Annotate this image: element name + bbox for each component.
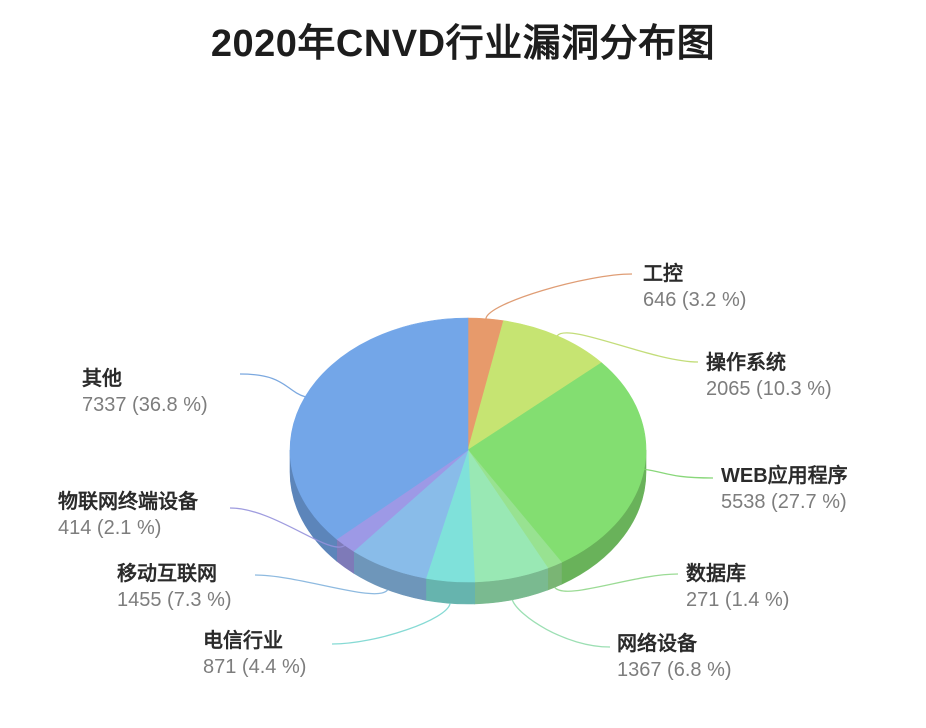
slice-label-1: 操作系统 2065 (10.3 %) <box>706 349 832 401</box>
chart-title: 2020年CNVD行业漏洞分布图 <box>210 23 716 65</box>
pie-slice-1[interactable] <box>467 320 603 451</box>
slice-label-value: 1367 (6.8 %) <box>617 659 732 681</box>
slice-label-2: WEB应用程序 5538 (27.7 %) <box>721 462 848 514</box>
slice-label-0: 工控 646 (3.2 %) <box>643 260 746 312</box>
slice-label-value: 2065 (10.3 %) <box>706 378 832 400</box>
slice-label-name: 工控 <box>643 263 683 285</box>
leader-line-1 <box>556 332 699 363</box>
slice-label-6: 移动互联网 1455 (7.3 %) <box>117 560 232 612</box>
slice-label-value: 871 (4.4 %) <box>203 656 307 678</box>
slice-label-value: 7337 (36.8 %) <box>82 394 208 416</box>
leader-line-6 <box>254 574 389 595</box>
slice-label-value: 414 (2.1 %) <box>58 517 162 539</box>
leader-line-4 <box>511 599 611 648</box>
slice-label-4: 网络设备 1367 (6.8 %) <box>617 630 732 682</box>
leader-line-8 <box>239 373 306 398</box>
slice-label-7: 物联网终端设备 414 (2.1 %) <box>58 488 198 540</box>
slice-label-3: 数据库 271 (1.4 %) <box>686 560 789 612</box>
slice-label-5: 电信行业 871 (4.4 %) <box>203 627 306 679</box>
slice-label-name: WEB应用程序 <box>721 465 848 487</box>
slice-label-value: 1455 (7.3 %) <box>117 589 232 611</box>
leader-line-7 <box>229 507 346 548</box>
slice-label-name: 数据库 <box>686 563 746 585</box>
slice-label-name: 其他 <box>82 368 122 390</box>
leader-line-2 <box>644 468 714 479</box>
slice-label-name: 物联网终端设备 <box>58 491 198 513</box>
pie-slice-8[interactable] <box>289 317 469 540</box>
pie-slice-2[interactable] <box>467 362 647 563</box>
slice-label-8: 其他 7337 (36.8 %) <box>82 365 208 417</box>
slice-label-value: 646 (3.2 %) <box>643 289 747 311</box>
slice-label-value: 271 (1.4 %) <box>686 589 790 611</box>
slice-label-name: 操作系统 <box>706 352 786 374</box>
slice-label-value: 5538 (27.7 %) <box>721 491 847 513</box>
slice-label-name: 移动互联网 <box>117 563 217 585</box>
leader-line-5 <box>331 603 451 645</box>
leader-line-3 <box>554 573 679 592</box>
leader-line-0 <box>485 273 633 319</box>
slice-label-name: 网络设备 <box>617 633 697 655</box>
slice-label-name: 电信行业 <box>203 630 283 652</box>
